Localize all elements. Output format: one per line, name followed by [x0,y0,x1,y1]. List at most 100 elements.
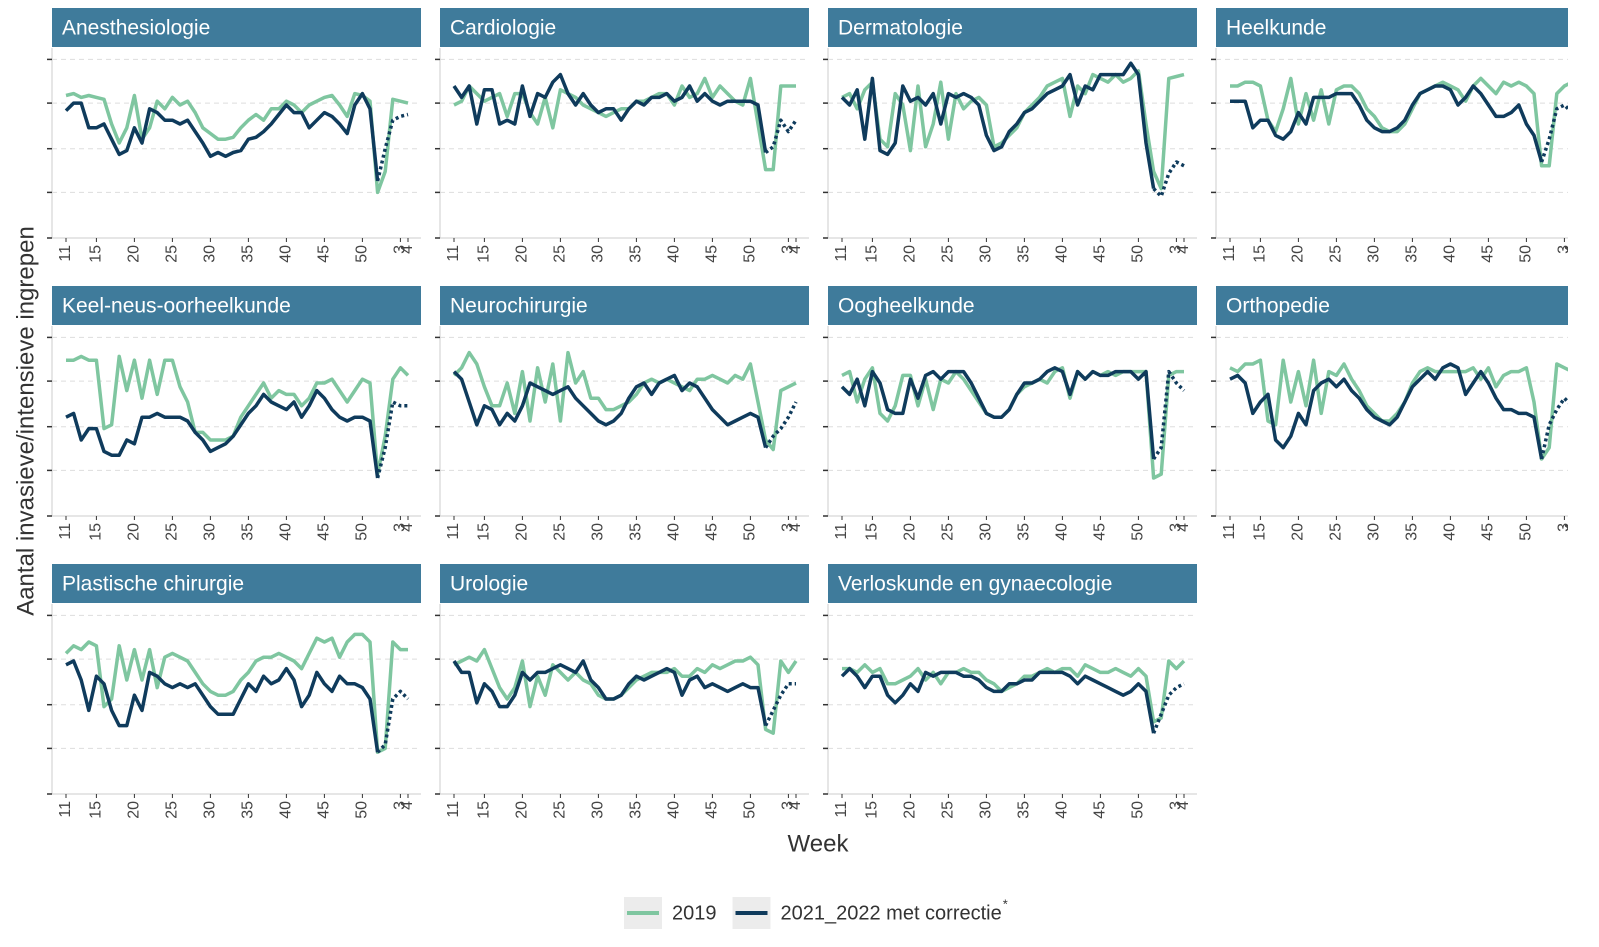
panel: Verloskunde en gynaecologie 11 15 20 25 30 35 4… [823,564,1197,819]
x-tick-label: 45 [1092,523,1109,541]
x-tick-label: 4 [787,523,804,532]
x-tick-label: 35 [628,245,645,263]
x-tick-label: 30 [978,801,995,819]
x-tick-label: 40 [278,523,295,541]
x-tick-label: 30 [590,245,607,263]
x-tick-label: 50 [742,523,759,541]
x-tick-label: 11 [833,801,850,818]
x-tick-label: 11 [1221,523,1238,540]
x-tick-label: 15 [476,245,493,263]
x-tick-label: 50 [1130,245,1147,263]
x-tick-label: 15 [476,523,493,541]
x-tick-label: 11 [833,245,850,262]
panel-title: Orthopedie [1226,295,1330,318]
x-tick-label: 35 [240,245,257,263]
series-line [453,76,796,172]
panel-title: Urologie [450,573,528,596]
x-tick-label: 40 [1442,523,1459,541]
panel-title: Plastische chirurgie [62,573,244,596]
panel-strip [52,8,421,47]
x-tick-label: 4 [1175,245,1192,254]
series-line [1229,362,1544,460]
panel-strip [1216,8,1568,47]
x-tick-label: 3 [1556,523,1573,532]
series-line [842,659,1186,724]
series-line-projection [1152,369,1186,460]
x-tick-label: 30 [202,523,219,541]
x-tick-label: 35 [240,523,257,541]
x-tick-label: 45 [1092,801,1109,819]
x-tick-label: 25 [164,523,181,541]
x-tick-label: 20 [514,245,531,263]
series-line [65,659,380,753]
x-tick-label: 15 [88,245,105,263]
legend-label: 2021_2022 met correctie [781,902,1002,924]
panel-strip [52,564,421,603]
series-line [1230,76,1568,168]
x-tick-label: 25 [1328,523,1345,541]
y-axis-label: Aantal invasieve/intensieve ingrepen [12,226,39,616]
x-tick-label: 40 [1054,245,1071,263]
x-tick-label: 4 [1563,245,1580,254]
x-tick-label: 11 [445,245,462,262]
x-tick-label: 3 [1556,245,1573,254]
x-tick-label: 3 [1168,523,1185,532]
x-tick-label: 40 [1054,801,1071,819]
series-line [841,366,1184,480]
x-tick-label: 25 [1328,245,1345,263]
x-tick-label: 30 [1366,523,1383,541]
x-tick-label: 20 [1290,245,1307,263]
x-tick-label: 25 [552,801,569,819]
series-line [840,61,1156,189]
x-tick-label: 4 [1175,523,1192,532]
x-tick-label: 11 [445,801,462,818]
series-line [64,91,380,182]
x-tick-label: 25 [940,245,957,263]
panel-strip [440,286,809,325]
x-tick-label: 50 [1518,523,1535,541]
x-tick-label: 50 [1130,523,1147,541]
x-tick-label: 4 [787,801,804,810]
panel-title: Keel-neus-oorheelkunde [62,295,291,318]
series-line-projection [764,118,798,154]
panel: Orthopedie 11 15 20 25 30 35 40 45 50 34 [1211,286,1573,541]
panel: Keel-neus-oorheelkunde 11 15 20 25 30 35 40 45 50… [47,286,421,541]
x-tick-label: 30 [202,245,219,263]
x-tick-label: 45 [1480,523,1497,541]
panel-strip [828,286,1197,325]
x-tick-label: 4 [399,523,416,532]
x-tick-label: 35 [1016,245,1033,263]
x-tick-label: 20 [126,801,143,819]
x-tick-label: 15 [1252,245,1269,263]
x-tick-label: 3 [392,523,409,532]
series-line [65,91,409,195]
x-tick-label: 45 [1480,245,1497,263]
panel: Neurochirurgie 11 15 20 25 30 35 40 45 50 34 [435,286,809,541]
x-tick-label: 30 [202,801,219,819]
x-tick-label: 25 [940,523,957,541]
panel: Oogheelkunde 11 15 20 25 30 35 40 45 50 34 [823,286,1197,541]
series-line [1230,84,1544,163]
x-tick-label: 20 [126,245,143,263]
x-tick-label: 45 [704,245,721,263]
x-tick-label: 30 [590,523,607,541]
x-tick-label: 4 [399,801,416,810]
x-tick-label: 50 [354,801,371,819]
legend: 2019 2021_2022 met correctie * [624,896,1008,929]
x-tick-label: 20 [902,801,919,819]
x-tick-label: 40 [278,801,295,819]
series-line [66,354,410,476]
x-tick-label: 3 [392,801,409,810]
series-line [841,69,1185,191]
x-tick-label: 40 [1442,245,1459,263]
series-line [452,72,768,153]
x-tick-label: 35 [1404,245,1421,263]
panel: Urologie 11 15 20 25 30 35 40 45 50 34 [435,564,809,819]
x-tick-label: 20 [902,245,919,263]
x-tick-label: 3 [1168,245,1185,254]
x-tick-label: 20 [1290,523,1307,541]
x-tick-label: 30 [978,523,995,541]
panel-title: Verloskunde en gynaecologie [838,573,1112,596]
x-tick-label: 3 [780,801,797,810]
